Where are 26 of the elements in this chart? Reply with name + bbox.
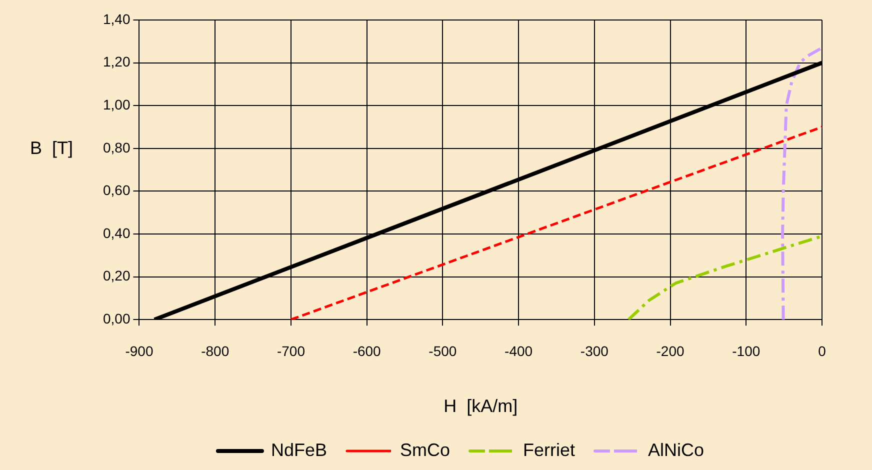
y-tick-label: 1,00 xyxy=(103,96,130,112)
legend-label: SmCo xyxy=(400,440,450,460)
x-tick-label: -100 xyxy=(732,342,760,359)
y-tick-label: 0,00 xyxy=(103,310,130,326)
x-tick-label: -800 xyxy=(201,342,230,359)
y-tick-label: 0,80 xyxy=(103,139,130,156)
x-tick-label: -200 xyxy=(656,342,684,359)
x-tick-label: -500 xyxy=(428,342,457,359)
y-tick-label: 0,40 xyxy=(103,224,130,241)
x-tick-label: -700 xyxy=(276,342,306,359)
x-tick-label: 0 xyxy=(818,342,826,359)
line-series xyxy=(627,234,822,320)
x-tick-label: -900 xyxy=(125,342,154,359)
y-tick-label: 1,20 xyxy=(103,54,130,70)
x-tick-label: -300 xyxy=(580,342,609,359)
y-axis-title: B [T] xyxy=(30,138,74,159)
legend-label: NdFeB xyxy=(270,440,328,460)
x-tick-label: -400 xyxy=(504,342,533,359)
x-axis-title: H [kA/m] xyxy=(444,396,518,416)
y-tick-label: 0,60 xyxy=(103,182,130,198)
line-series xyxy=(781,46,822,320)
legend-label: Ferriet xyxy=(523,440,576,460)
y-tick-label: 0,20 xyxy=(103,268,130,284)
x-tick-label: -600 xyxy=(352,342,382,359)
y-tick-label: 1,40 xyxy=(103,10,130,27)
legend-label: AlNiCo xyxy=(648,440,704,460)
